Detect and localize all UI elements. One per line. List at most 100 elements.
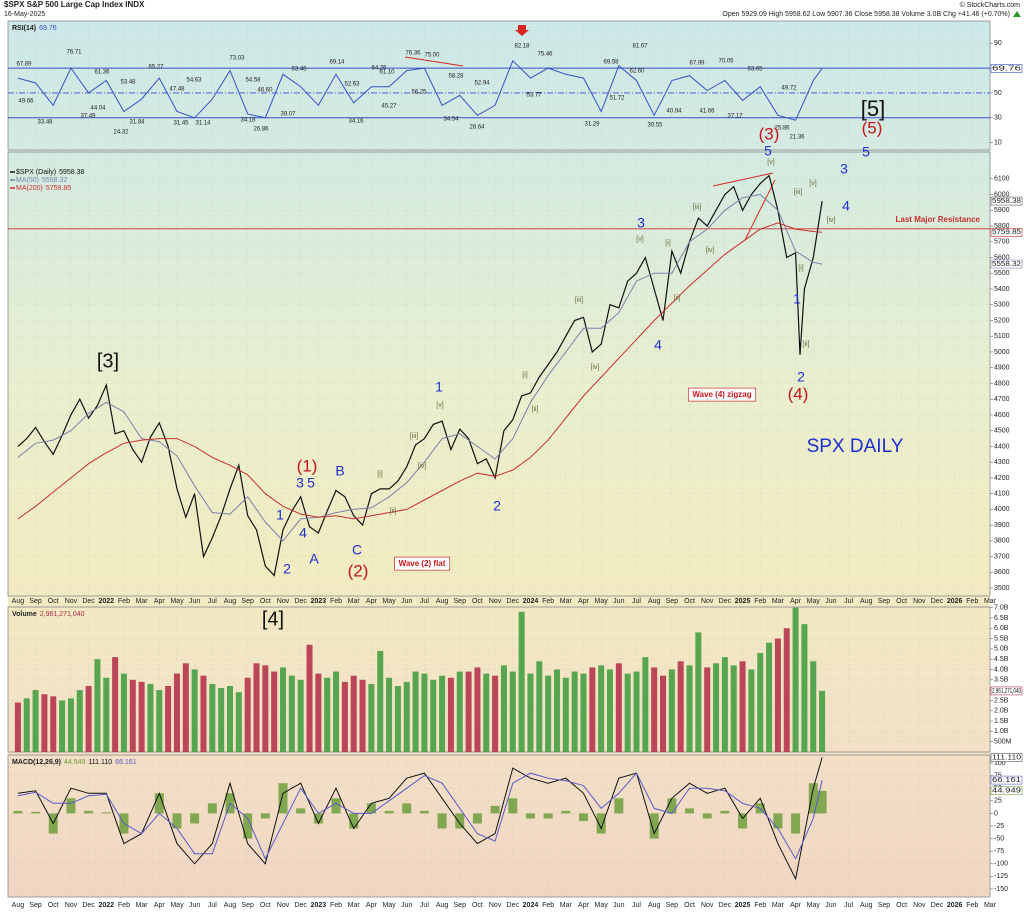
histogram-bar <box>455 813 465 829</box>
badge-label: 44.949 <box>992 788 1021 795</box>
x-tick-label: Jul <box>844 598 853 605</box>
rsi-label: 52.94 <box>474 81 490 87</box>
histogram-bar <box>190 813 200 824</box>
quote: Open 5929.09 High 5958.62 Low 5907.36 Cl… <box>722 11 1010 18</box>
rsi-label: 56.25 <box>411 90 427 96</box>
histogram-bar <box>702 813 712 819</box>
y-tick-label: 3900 <box>994 522 1010 529</box>
x-tick-label: Apr <box>578 902 590 909</box>
y-tick-label: 6100 <box>994 176 1010 183</box>
x-tick-label: Jun <box>401 598 412 605</box>
badge-label: 5958.38 <box>992 198 1021 205</box>
badge-label: 2,961,271,040 <box>992 688 1021 695</box>
x-tick-label: Jun <box>825 902 836 909</box>
x-tick-label: Apr <box>578 598 590 605</box>
up-arrow <box>1013 11 1021 17</box>
wave-label: [3] <box>97 350 119 372</box>
volume-bar <box>580 673 587 752</box>
rsi-label: 76.71 <box>66 50 82 56</box>
x-tick-label: Sep <box>878 902 891 909</box>
x-tick-label: Apr <box>366 598 378 605</box>
wave-label: [iv] <box>706 247 715 254</box>
x-tick-label: Jun <box>613 598 624 605</box>
symbol: $SPX S&P 500 Large Cap Index INDX <box>4 0 145 9</box>
y-tick-label: 5.5B <box>994 635 1009 642</box>
wave-label: [ii] <box>390 508 397 515</box>
y-tick-label: 5500 <box>994 270 1010 277</box>
volume-bar <box>226 685 233 752</box>
rsi-label: 75.46 <box>537 52 553 58</box>
rsi-label: 37.49 <box>80 114 96 120</box>
date: 16-May-2025 <box>4 11 45 18</box>
wave-label: 5 <box>764 143 772 159</box>
series-line <box>17 222 823 520</box>
rsi-label: 34.18 <box>240 118 256 124</box>
x-tick-label: Dec <box>294 902 307 909</box>
wave-label: [4] <box>262 608 284 630</box>
x-tick-label: Mar <box>984 598 997 605</box>
volume-bar <box>810 661 817 752</box>
y-tick-label: -25 <box>994 823 1004 830</box>
volume-bar <box>262 665 269 752</box>
x-tick-label: Jul <box>208 598 217 605</box>
x-tick-label: 2022 <box>98 902 114 909</box>
volume-bar <box>377 650 384 752</box>
volume-bar <box>23 698 30 752</box>
y-tick-label: 6.5B <box>994 615 1009 622</box>
volume-bar <box>792 607 799 752</box>
legend-name: $SPX (Daily) <box>16 169 56 176</box>
legend-value: 44.949 <box>64 759 86 766</box>
volume-bar <box>439 675 446 752</box>
wave-label: 4 <box>654 337 662 353</box>
histogram-bar <box>313 813 323 824</box>
x-tick-label: Oct <box>684 902 695 909</box>
x-tick-label: Mar <box>560 902 573 909</box>
volume-bar <box>801 624 808 752</box>
volume-bar <box>200 675 207 752</box>
rsi-label: 31.45 <box>173 121 189 127</box>
wave-label: [i] <box>377 471 383 478</box>
legend: Volume 2,961,271,040 <box>12 611 85 618</box>
volume-bar <box>668 669 675 752</box>
x-tick-label: Nov <box>913 598 926 605</box>
y-tick-label: 2.5B <box>994 697 1009 704</box>
series-line <box>17 757 823 881</box>
histogram-bar <box>296 808 306 814</box>
volume-bar <box>421 673 428 752</box>
volume-bar <box>67 698 74 752</box>
badge-label: 111.110 <box>992 754 1021 761</box>
y-tick-label: 3.5B <box>994 677 1009 684</box>
histogram-bar <box>260 813 270 819</box>
y-tick-label: 6000 <box>994 191 1010 198</box>
x-tick-label: Mar <box>348 902 361 909</box>
value-badge <box>990 686 1023 696</box>
x-tick-label: Dec <box>294 598 307 605</box>
volume-bar <box>465 671 472 752</box>
histogram-bar <box>667 798 677 814</box>
rsi-label: 53.77 <box>526 93 542 99</box>
volume-bar <box>50 696 57 752</box>
histogram-bar <box>490 805 500 814</box>
rsi-label: 51.72 <box>609 96 625 102</box>
rsi-label: 82.18 <box>514 44 530 50</box>
legend-value: 111.110 <box>88 759 112 766</box>
x-tick-label: Mar <box>772 902 785 909</box>
volume-bar <box>359 679 366 752</box>
y-tick-label: 500M <box>994 739 1012 746</box>
volume-bar <box>129 679 136 752</box>
price-trendline <box>744 179 776 241</box>
histogram-bar <box>154 793 164 814</box>
volume-bar <box>280 667 287 752</box>
wave-label: [ii] <box>674 295 681 302</box>
wave-label: [ii] <box>532 406 539 413</box>
rsi-label: 69.14 <box>329 60 345 66</box>
wave-label: 1 <box>435 379 443 395</box>
x-tick-label: Nov <box>489 902 502 909</box>
volume-bar <box>41 694 48 752</box>
rsi-label: 61.10 <box>379 70 395 76</box>
rsi-label: 28.64 <box>469 125 485 131</box>
y-tick-label: 4800 <box>994 380 1010 387</box>
wave-label: [iii] <box>575 297 584 304</box>
